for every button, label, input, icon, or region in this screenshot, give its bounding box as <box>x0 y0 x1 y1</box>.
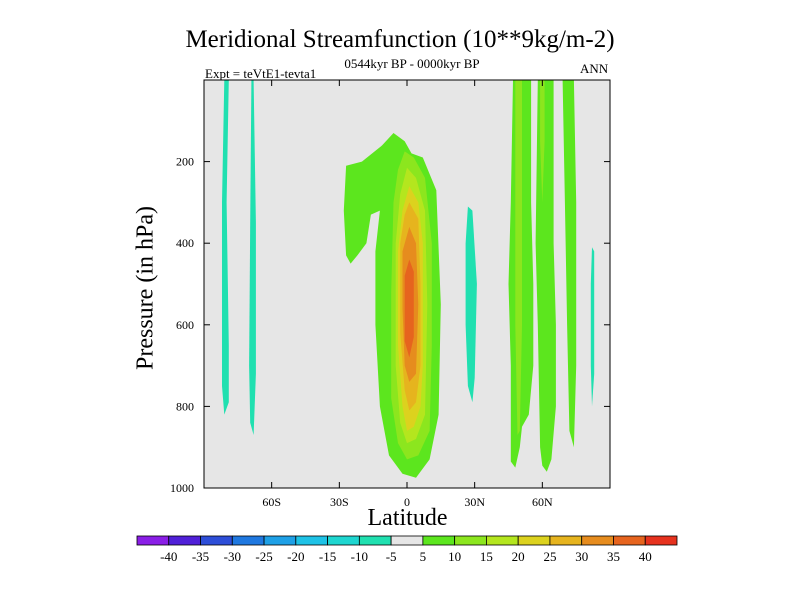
colorbar-swatch <box>581 535 614 546</box>
colorbar-swatch <box>358 535 392 546</box>
axes: 60S 30S 0 30N 60N 200 400 600 800 1000 <box>170 80 610 509</box>
colorbar-swatch <box>327 535 360 546</box>
time-range-label: 0544kyr BP - 0000kyr BP <box>344 56 480 71</box>
colorbar-label: -5 <box>386 549 397 564</box>
x-axis-label: Latitude <box>367 505 448 531</box>
colorbar-swatch <box>231 535 265 546</box>
colorbar-swatch <box>295 535 328 546</box>
colorbar-label: 40 <box>639 549 652 564</box>
colorbar-label: 15 <box>480 549 493 564</box>
colorbar-label: 5 <box>420 549 427 564</box>
colorbar-swatch <box>613 535 646 546</box>
positive-strip-north-2-inner <box>540 80 545 203</box>
x-tick-label: 30N <box>464 495 485 509</box>
colorbar-swatch <box>486 535 519 546</box>
colorbar-label: 25 <box>543 549 556 564</box>
negative-patch-north <box>465 206 477 403</box>
colorbar-label: 20 <box>512 549 525 564</box>
colorbar-label: 10 <box>448 549 461 564</box>
colorbar-label: -25 <box>255 549 272 564</box>
y-tick-label: 1000 <box>170 481 194 495</box>
negative-sliver-east <box>590 247 595 407</box>
contour-fields <box>222 80 595 478</box>
positive-strip-north-1-inner <box>515 80 522 435</box>
colorbar-swatch <box>263 535 297 546</box>
colorbar-label: -15 <box>319 549 336 564</box>
colorbar-swatch <box>517 535 551 546</box>
colorbar-swatch <box>136 535 170 546</box>
y-tick-label: 400 <box>176 236 194 250</box>
experiment-label: Expt = teVtE1-tevta1 <box>205 66 317 81</box>
positive-strip-north-3 <box>562 80 577 448</box>
colorbar-swatch <box>644 535 678 546</box>
colorbar-label: -35 <box>192 549 209 564</box>
colorbar: -40 -35 -30 -25 -20 -15 -10 -5 5 10 15 20 25 30 35 40 <box>136 535 678 564</box>
colorbar-swatch <box>168 535 201 546</box>
x-tick-label: 0 <box>404 495 410 509</box>
colorbar-swatch <box>422 535 456 546</box>
x-tick-label: 60N <box>532 495 553 509</box>
colorbar-swatch <box>454 535 487 546</box>
colorbar-swatch <box>200 535 233 546</box>
y-tick-label: 200 <box>176 155 194 169</box>
negative-strip-west-1 <box>222 80 229 415</box>
negative-strip-west-2 <box>249 80 256 435</box>
colorbar-label: -40 <box>160 549 177 564</box>
colorbar-label: -20 <box>287 549 304 564</box>
colorbar-swatch <box>549 535 583 546</box>
y-tick-label: 600 <box>176 318 194 332</box>
colorbar-swatch <box>390 535 424 546</box>
y-tick-label: 800 <box>176 399 194 413</box>
x-tick-label: 30S <box>330 495 349 509</box>
x-tick-label: 60S <box>262 495 281 509</box>
colorbar-label: -30 <box>224 549 241 564</box>
chart-title: Meridional Streamfunction (10**9kg/m-2) <box>185 26 615 53</box>
positive-core <box>404 259 414 358</box>
colorbar-label: 30 <box>575 549 588 564</box>
colorbar-label: -10 <box>351 549 368 564</box>
positive-strip-north-2 <box>535 80 556 472</box>
colorbar-label: 35 <box>607 549 620 564</box>
season-label: ANN <box>580 61 609 76</box>
